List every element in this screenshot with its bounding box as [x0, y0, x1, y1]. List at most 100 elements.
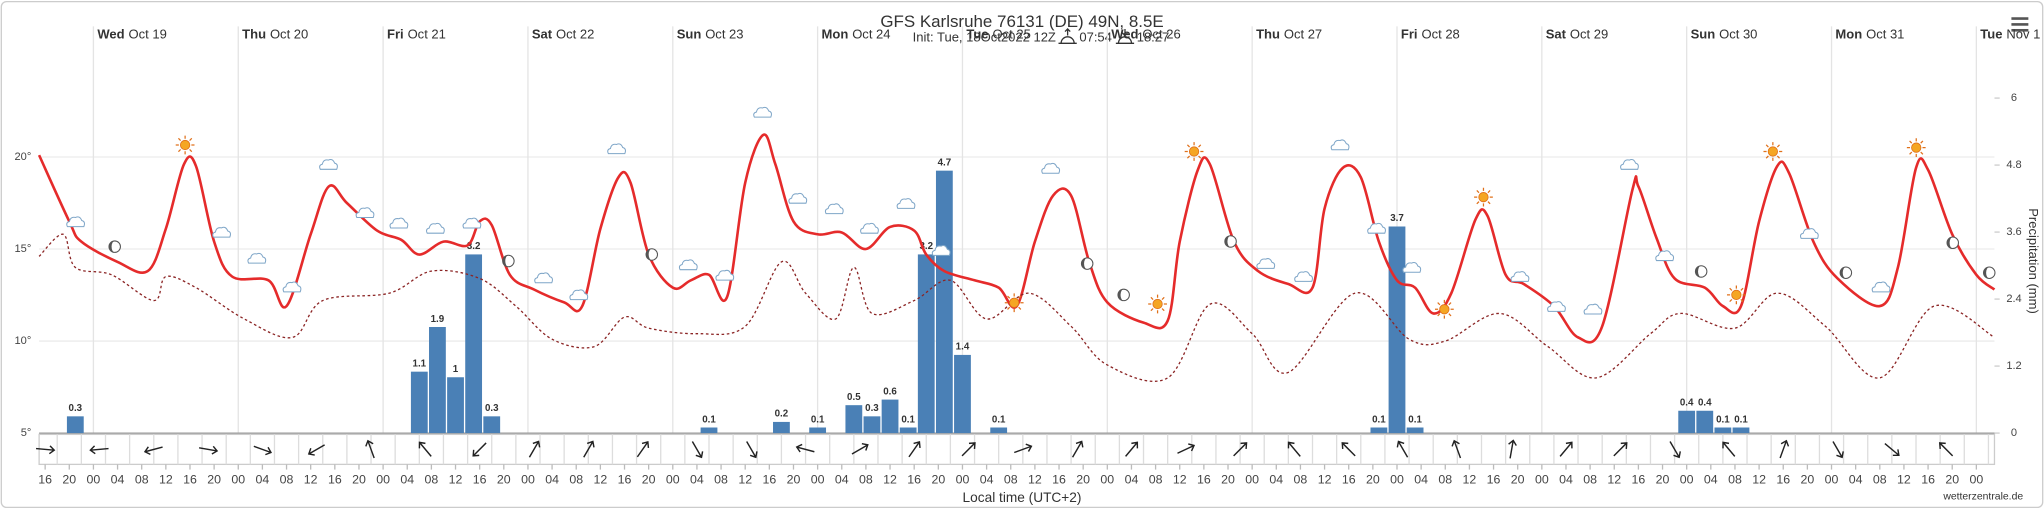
- wind-arrow: [961, 442, 976, 457]
- bar-value-label: 0.1: [1716, 414, 1730, 425]
- weather-icon: [1434, 299, 1455, 320]
- x-tick-label: 16: [1776, 472, 1790, 486]
- wind-arrow: [908, 441, 921, 458]
- day-name: Wed: [1111, 27, 1138, 42]
- x-tick-label: 08: [859, 472, 873, 486]
- wind-arrow: [1071, 440, 1084, 458]
- weather-icon: [1184, 141, 1205, 162]
- precipitation-bar: [447, 377, 464, 434]
- y-tick-label: 5°: [21, 427, 32, 439]
- bar-value-label: 0.6: [883, 386, 897, 397]
- x-tick-label: 12: [1173, 472, 1187, 486]
- precipitation-bar: [1406, 427, 1424, 434]
- wind-arrow: [1669, 441, 1681, 459]
- day-name: Sat: [532, 27, 553, 42]
- sunset-time: 18:27: [1137, 30, 1170, 45]
- menu-button[interactable]: [2011, 17, 2029, 32]
- day-date: Oct 25: [992, 27, 1030, 42]
- wind-arrow: [1832, 441, 1844, 459]
- day-date: Oct 20: [270, 27, 308, 42]
- weather-icon: [1117, 288, 1130, 302]
- x-tick-label: 00: [521, 472, 535, 486]
- x-tick-label: 20: [497, 472, 511, 486]
- x-tick-label: 00: [666, 472, 680, 486]
- x-tick-label: 16: [1342, 472, 1356, 486]
- y2-tick-label: 2.4: [2006, 293, 2021, 305]
- sunrise-icon: [1058, 28, 1077, 44]
- x-tick-label: 00: [231, 472, 245, 486]
- day-label: Mon Oct 24: [822, 27, 891, 42]
- x-tick-label: 20: [352, 472, 366, 486]
- precipitation-bar: [863, 416, 881, 434]
- bar-value-label: 0.1: [901, 414, 915, 425]
- weather-icon: [108, 240, 121, 253]
- wind-arrow: [1014, 443, 1033, 454]
- x-tick-label: 08: [1583, 472, 1597, 486]
- wind-arrow: [418, 441, 432, 457]
- wind-arrow: [583, 440, 595, 458]
- wind-arrow: [691, 441, 704, 459]
- bar-value-label: 3.2: [919, 241, 933, 252]
- bar-value-label: 0.1: [992, 414, 1006, 425]
- day-date: Oct 21: [408, 27, 446, 42]
- weather-icon: [1839, 266, 1853, 280]
- bar-value-label: 0.5: [847, 392, 861, 403]
- day-name: Sun: [1691, 27, 1716, 42]
- x-tick-label: 16: [1052, 472, 1066, 486]
- wind-arrow: [1779, 439, 1790, 459]
- day-name: Tue: [966, 27, 988, 42]
- day-name: Thu: [242, 27, 266, 42]
- wind-arrow: [1177, 443, 1196, 454]
- precipitation-bar: [1714, 427, 1732, 434]
- precipitation-bar: [845, 405, 863, 434]
- day-name: Mon: [822, 27, 849, 42]
- day-name: Wed: [97, 27, 124, 42]
- precipitation-bar: [1696, 410, 1714, 434]
- x-tick-label: 04: [980, 472, 994, 486]
- day-date: Oct 30: [1719, 27, 1757, 42]
- precipitation-bar: [990, 427, 1008, 434]
- x-tick-label: 20: [931, 472, 945, 486]
- bar-value-label: 0.1: [702, 414, 716, 425]
- x-tick-label: 16: [1197, 472, 1211, 486]
- wind-arrow: [253, 445, 273, 456]
- x-tick-label: 08: [1873, 472, 1887, 486]
- bar-value-label: 0.1: [811, 414, 825, 425]
- x-tick-label: 08: [1438, 472, 1452, 486]
- wind-arrow: [35, 445, 56, 455]
- x-tick-label: 12: [1607, 472, 1621, 486]
- wind-arrow: [528, 440, 541, 458]
- x-tick-label: 20: [787, 472, 801, 486]
- y-tick-label: 20°: [15, 151, 32, 163]
- x-tick-label: 12: [1752, 472, 1766, 486]
- x-tick-label: 04: [835, 472, 849, 486]
- wind-arrow: [1125, 441, 1139, 457]
- x-tick-label: 20: [207, 472, 221, 486]
- day-name: Sun: [677, 27, 702, 42]
- x-tick-label: 08: [1004, 472, 1018, 486]
- x-tick-label: 12: [883, 472, 897, 486]
- precipitation-bar: [429, 327, 446, 434]
- precipitation-bar: [1678, 410, 1696, 434]
- x-tick-label: 16: [473, 472, 487, 486]
- wind-arrow: [1396, 440, 1409, 458]
- x-tick-label: 00: [811, 472, 825, 486]
- sunset-icon: [1115, 28, 1135, 44]
- x-tick-label: 16: [762, 472, 776, 486]
- day-name: Thu: [1256, 27, 1280, 42]
- x-tick-label: 00: [1245, 472, 1259, 486]
- bar-value-label: 0.3: [865, 403, 879, 414]
- x-tick-label: 00: [1100, 472, 1114, 486]
- y2-axis-title: Precipitation (mm): [2026, 208, 2041, 314]
- x-tick-label: 16: [38, 472, 52, 486]
- x-tick-label: 20: [62, 472, 76, 486]
- x-tick-label: 20: [1221, 472, 1235, 486]
- precipitation-bar: [1388, 226, 1406, 434]
- x-axis-title: Local time (UTC+2): [963, 490, 1082, 505]
- bar-value-label: 1.9: [431, 314, 445, 325]
- wind-arrow: [1233, 442, 1248, 457]
- wind-arrow: [1722, 441, 1736, 457]
- x-tick-label: 00: [1825, 472, 1839, 486]
- x-tick-label: 04: [1704, 472, 1718, 486]
